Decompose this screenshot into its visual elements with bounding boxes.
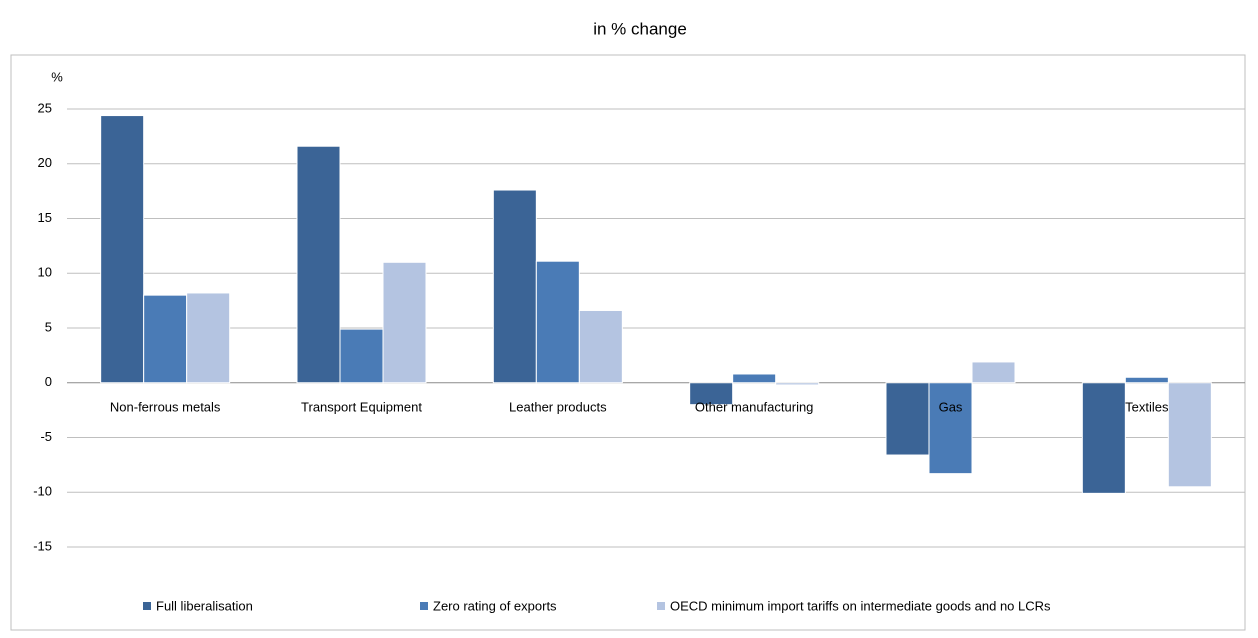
y-axis-label: %: [51, 69, 63, 84]
bar: [186, 292, 231, 384]
legend-marker: [657, 602, 665, 610]
chart-border: [10, 54, 1246, 631]
x-tick-label: Gas: [939, 399, 963, 414]
chart-title: in % change: [593, 19, 687, 38]
bar: [732, 373, 777, 384]
y-tick-label: 0: [45, 374, 52, 389]
bar: [1167, 382, 1212, 488]
bar: [689, 382, 734, 406]
bar: [296, 145, 341, 384]
y-tick-label: 10: [38, 265, 52, 280]
legend-label: OECD minimum import tariffs on intermedi…: [670, 598, 1051, 613]
x-tick-label: Non-ferrous metals: [110, 399, 221, 414]
bar: [885, 382, 930, 456]
bar: [382, 261, 427, 384]
bar: [100, 115, 145, 384]
x-tick-label: Transport Equipment: [301, 399, 422, 414]
legend-marker: [420, 602, 428, 610]
legend-label: Full liberalisation: [156, 598, 253, 613]
y-tick-label: -15: [33, 538, 52, 553]
bar: [339, 328, 384, 384]
y-tick-label: 25: [38, 100, 52, 115]
x-tick-label: Other manufacturing: [695, 399, 814, 414]
y-tick-label: -5: [40, 429, 52, 444]
bar: [1124, 376, 1169, 384]
y-tick-label: 15: [38, 210, 52, 225]
legend-marker: [143, 602, 151, 610]
bar: [775, 382, 820, 386]
bar: [578, 309, 623, 384]
y-tick-label: -10: [33, 484, 52, 499]
y-tick-label: 5: [45, 319, 52, 334]
x-tick-label: Textiles: [1125, 399, 1169, 414]
bar: [928, 382, 973, 475]
y-tick-label: 20: [38, 155, 52, 170]
bar: [1081, 382, 1126, 494]
bar: [492, 189, 537, 384]
x-tick-label: Leather products: [509, 399, 607, 414]
bar: [535, 260, 580, 384]
bar: [971, 361, 1016, 384]
legend-label: Zero rating of exports: [433, 598, 557, 613]
bar: [143, 294, 188, 384]
